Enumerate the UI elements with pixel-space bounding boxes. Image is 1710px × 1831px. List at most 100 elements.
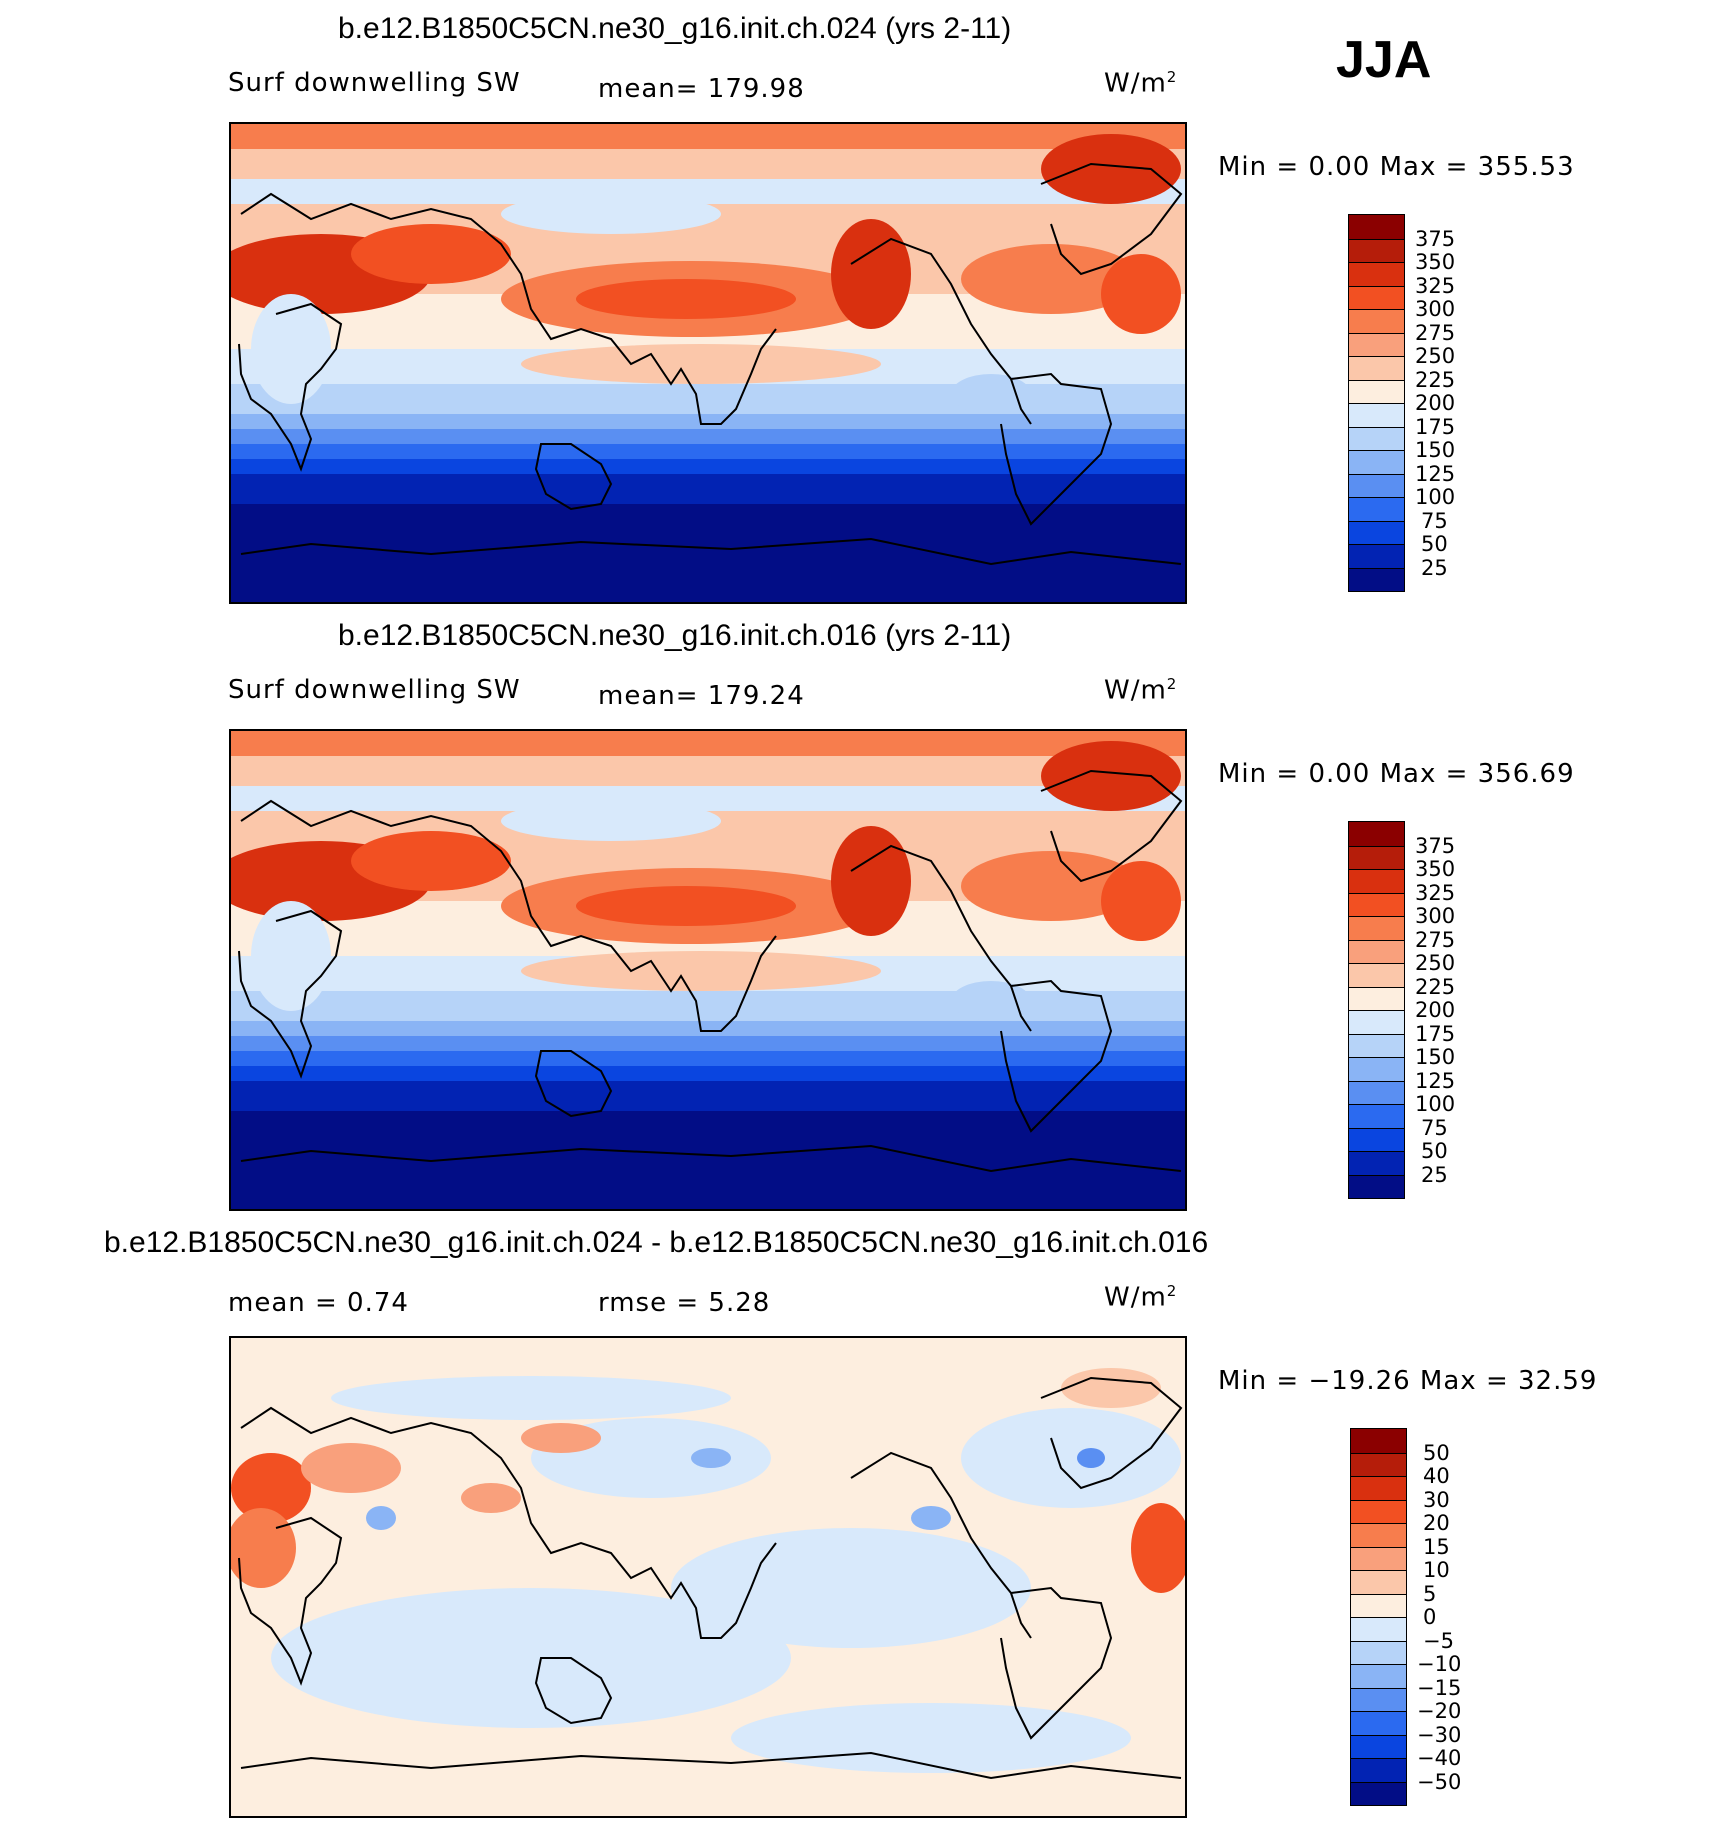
- colorbar-swatch: [1349, 332, 1404, 356]
- colorbar-label: 175: [1415, 1021, 1456, 1046]
- colorbar-label: 100: [1415, 485, 1456, 509]
- map-coastline: [238, 1516, 343, 1686]
- map-contour-region: [911, 1506, 951, 1530]
- map-contour-region: [351, 831, 511, 891]
- colorbar-swatch: [1349, 845, 1404, 869]
- map-coastline: [1000, 372, 1113, 526]
- map-latitude-band: [231, 1081, 1185, 1111]
- map-latitude-band: [231, 459, 1185, 474]
- colorbar-label: −5: [1423, 1628, 1454, 1653]
- colorbar-swatch: [1351, 1499, 1406, 1523]
- colorbar-label: 250: [1415, 951, 1456, 975]
- colorbar-swatch: [1349, 238, 1404, 262]
- map-contour-region: [731, 1703, 1131, 1773]
- map-coastline: [240, 537, 1182, 566]
- panel3-rmse: rmse = 5.28: [598, 1288, 771, 1318]
- map-latitude-band: [231, 504, 1185, 602]
- map-coastline: [240, 799, 777, 1032]
- map-contour-region: [231, 1453, 311, 1523]
- colorbar-label: 50: [1423, 1440, 1450, 1465]
- map-contour-region: [951, 374, 1031, 414]
- map-coastline: [240, 192, 777, 425]
- colorbar-label: 10: [1423, 1558, 1450, 1582]
- map-contour-region: [1041, 134, 1181, 204]
- colorbar-swatch: [1351, 1476, 1406, 1500]
- colorbar-swatch: [1349, 1057, 1404, 1081]
- map-contour-region: [831, 219, 911, 329]
- colorbar-swatch: [1349, 1033, 1404, 1057]
- colorbar-swatch: [1349, 986, 1404, 1010]
- colorbar-swatch: [1349, 963, 1404, 987]
- panel1-title: b.e12.B1850C5CN.ne30_g16.init.ch.024 (yr…: [338, 12, 1012, 45]
- map-contour-region: [831, 826, 911, 936]
- map-latitude-band: [231, 756, 1185, 786]
- map-coastline: [1000, 1586, 1113, 1740]
- panel1-colorbar: 375 350 325 300 275 250 225 200 175 150 125 100 75 50…: [1348, 214, 1455, 592]
- panel2-mean: mean= 179.24: [598, 681, 805, 711]
- map-contour-region: [521, 1423, 601, 1453]
- colorbar-label: 20: [1423, 1511, 1450, 1535]
- map-coastline: [1040, 162, 1183, 276]
- colorbar-swatch: [1349, 1127, 1404, 1151]
- colorbar-swatch: [1349, 1174, 1404, 1198]
- colorbar-swatch: [1349, 1104, 1404, 1128]
- panel1-map: [229, 122, 1187, 604]
- colorbar-label: 325: [1415, 273, 1456, 298]
- colorbar-swatch: [1349, 567, 1404, 591]
- map-latitude-band: [231, 414, 1185, 429]
- panel1-variable: Surf downwelling SW: [228, 68, 521, 98]
- colorbar-swatch: [1351, 1781, 1406, 1805]
- map-latitude-band: [231, 786, 1185, 811]
- colorbar-label: 350: [1415, 250, 1456, 274]
- colorbar-swatch: [1349, 892, 1404, 916]
- colorbar-swatch: [1349, 916, 1404, 940]
- colorbar-swatch: [1349, 379, 1404, 403]
- colorbar-swatch: [1349, 1151, 1404, 1175]
- colorbar-label: −20: [1417, 1699, 1462, 1723]
- map-contour-region: [961, 1408, 1181, 1508]
- colorbar-swatch: [1349, 1010, 1404, 1034]
- map-latitude-band: [231, 991, 1185, 1021]
- season-label: JJA: [1336, 31, 1432, 89]
- colorbar-swatch: [1349, 426, 1404, 450]
- colorbar-label: 350: [1415, 857, 1456, 881]
- colorbar-swatch: [1349, 356, 1404, 380]
- colorbar-label: 50: [1421, 532, 1448, 556]
- map-coastline: [240, 1144, 1182, 1173]
- map-latitude-band: [231, 1036, 1185, 1051]
- map-contour-region: [231, 1508, 296, 1588]
- colorbar-swatch: [1349, 473, 1404, 497]
- colorbar-label: 200: [1415, 998, 1456, 1022]
- panel3-title: b.e12.B1850C5CN.ne30_g16.init.ch.024 - b…: [104, 1226, 1209, 1259]
- map-latitude-band: [231, 429, 1185, 444]
- panel2-units: W/m2: [1104, 675, 1178, 706]
- map-contour-region: [951, 981, 1031, 1021]
- colorbar-label: 200: [1415, 391, 1456, 415]
- map-contour-region: [1101, 254, 1181, 334]
- map-latitude-band: [231, 384, 1185, 414]
- map-coastline: [238, 302, 343, 472]
- panel1-mean: mean= 179.98: [598, 74, 805, 104]
- panel3-map-diff: [231, 1338, 1185, 1816]
- map-contour-region: [1101, 861, 1181, 941]
- colorbar-swatch: [1349, 450, 1404, 474]
- map-latitude-band: [231, 444, 1185, 459]
- map-contour-region: [1041, 741, 1181, 811]
- colorbar-label: 30: [1423, 1487, 1450, 1512]
- colorbar-swatch: [1351, 1429, 1406, 1453]
- colorbar-swatch: [1351, 1758, 1406, 1782]
- colorbar-swatch: [1349, 1080, 1404, 1104]
- map-latitude-band: [231, 474, 1185, 504]
- map-contour-region: [461, 1483, 521, 1513]
- colorbar-label: −10: [1417, 1652, 1462, 1676]
- panel2-map-field: [231, 731, 1185, 1209]
- map-coastline: [240, 1406, 777, 1639]
- panel2-variable: Surf downwelling SW: [228, 675, 521, 705]
- colorbar-swatch: [1351, 1640, 1406, 1664]
- map-latitude-band: [231, 1066, 1185, 1081]
- map-latitude-band: [231, 149, 1185, 179]
- colorbar-label: 175: [1415, 414, 1456, 439]
- panel2-title: b.e12.B1850C5CN.ne30_g16.init.ch.016 (yr…: [338, 619, 1012, 652]
- colorbar-label: 150: [1415, 438, 1456, 462]
- colorbar-label: 50: [1421, 1139, 1448, 1163]
